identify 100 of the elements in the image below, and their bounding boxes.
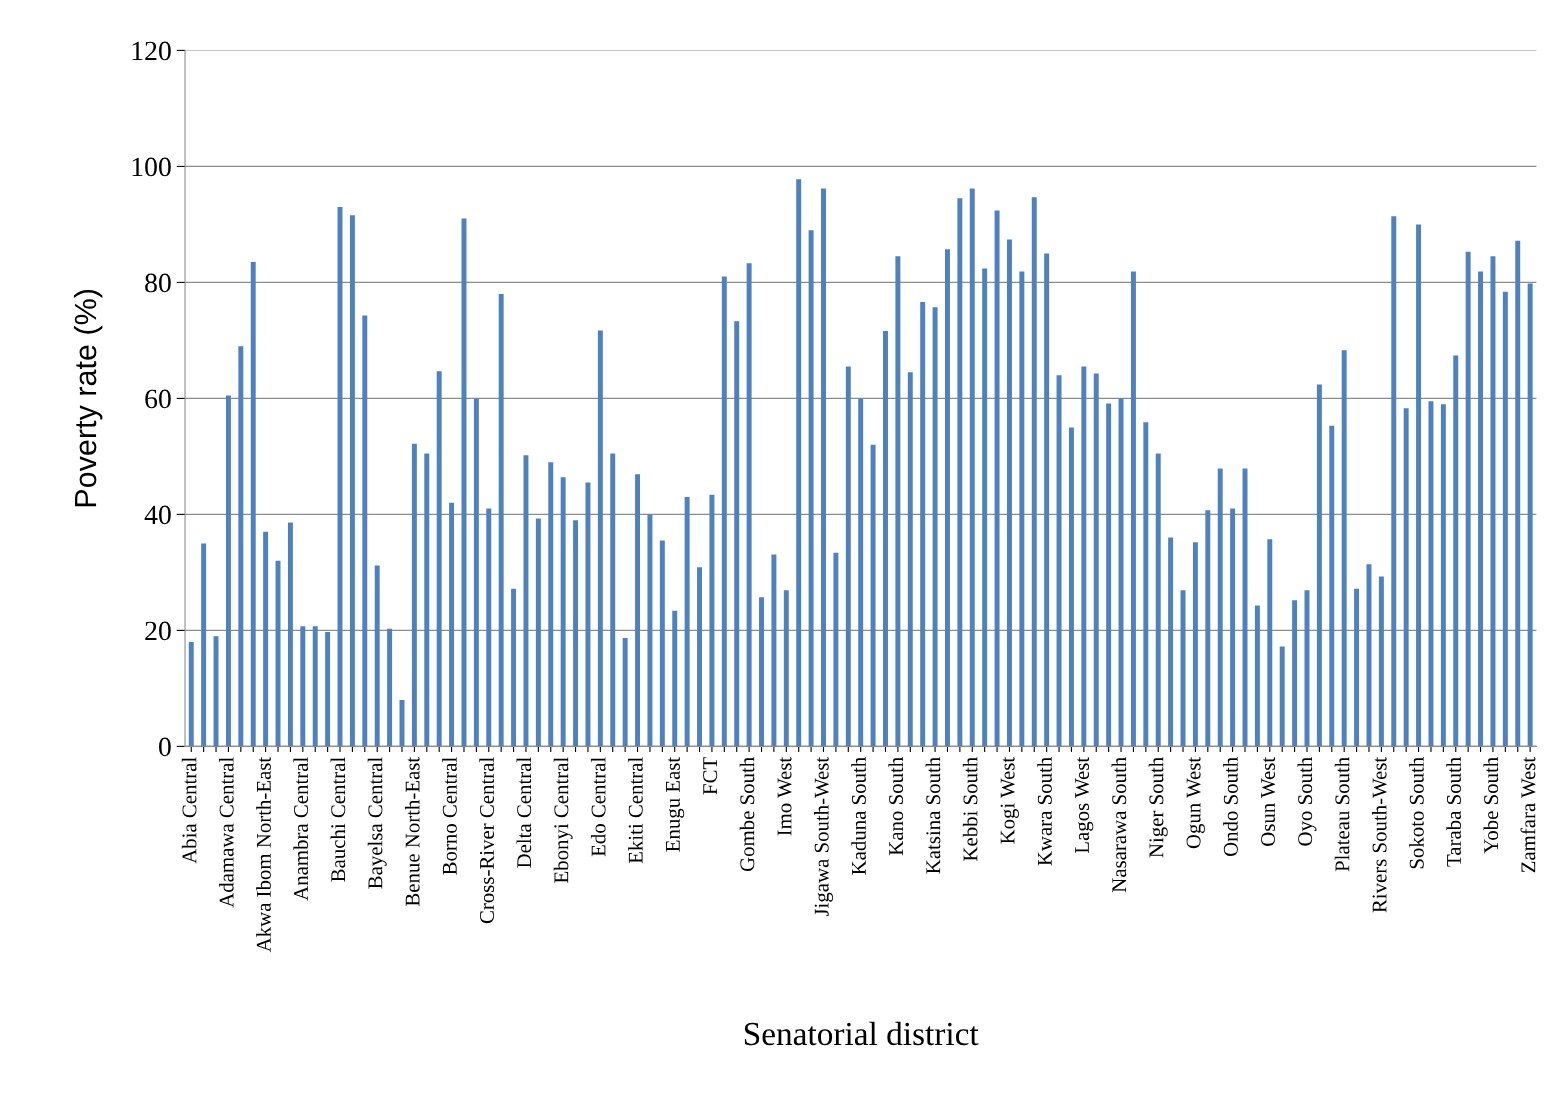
- x-axis-title: Senatorial district: [744, 1021, 979, 1046]
- y-tick-label: 120: [132, 41, 171, 61]
- bar: [721, 276, 727, 747]
- bar: [821, 188, 826, 747]
- bar: [188, 641, 194, 747]
- bar: [994, 210, 1000, 747]
- x-tick-label: Katsina South: [925, 757, 941, 874]
- bar: [1019, 271, 1025, 747]
- bar: [895, 256, 901, 747]
- bar: [1403, 408, 1409, 747]
- x-tick-label: Ondo South: [1223, 757, 1238, 857]
- bar: [870, 444, 876, 747]
- x-tick-label: Borno Central: [442, 757, 457, 875]
- x-tick-label: Sokoto South: [1409, 757, 1424, 869]
- bar: [622, 637, 628, 747]
- x-tick-label: Oyo South: [1297, 757, 1317, 846]
- bar: [349, 215, 355, 747]
- y-tick-label: 100: [132, 157, 171, 177]
- x-tick-label: Rivers South-West: [1371, 756, 1387, 913]
- x-tick-label: Kano South: [888, 757, 904, 856]
- bar: [684, 496, 690, 747]
- bar: [734, 321, 740, 747]
- bar: [238, 346, 244, 747]
- x-tick-label: Zamfara West: [1520, 756, 1536, 873]
- bar: [287, 522, 293, 747]
- bar: [374, 565, 380, 747]
- bar: [225, 395, 231, 747]
- bar: [511, 588, 517, 747]
- bar: [1341, 350, 1347, 747]
- bar: [610, 453, 616, 747]
- bar: [1478, 271, 1484, 747]
- bar: [1217, 468, 1223, 747]
- bar: [560, 477, 566, 747]
- x-tick-label: Osun West: [1261, 756, 1276, 846]
- bar: [548, 462, 554, 747]
- bar: [647, 514, 653, 747]
- bar: [771, 554, 777, 747]
- bar: [201, 543, 207, 747]
- bar: [1465, 251, 1471, 747]
- bar: [1254, 605, 1260, 747]
- x-tick-label: Niger South: [1148, 757, 1168, 858]
- bar: [672, 610, 678, 747]
- x-tick-label: Nasarawa South: [1111, 757, 1127, 893]
- bar: [275, 560, 281, 747]
- bar: [312, 626, 318, 747]
- y-tick-label: 40: [144, 505, 171, 525]
- x-tick-label: Lagos West: [1075, 756, 1094, 854]
- bar: [362, 315, 368, 747]
- bar: [920, 302, 926, 747]
- bar: [957, 198, 963, 747]
- x-tick-label: Taraba South: [1446, 757, 1461, 867]
- y-axis-title: Poverty rate (%): [73, 289, 103, 507]
- bar: [436, 371, 442, 747]
- y-tick-label: 60: [145, 389, 171, 409]
- bar: [1031, 197, 1037, 747]
- x-tick-label: Plateau South: [1334, 757, 1350, 872]
- bar: [1205, 510, 1211, 747]
- bar: [759, 597, 764, 747]
- x-tick-label: Akwa Ibom North-East: [256, 756, 271, 953]
- y-tick-label: 0: [159, 737, 171, 757]
- bar: [250, 262, 256, 747]
- bar: [883, 331, 888, 747]
- bar: [845, 366, 851, 747]
- bar: [387, 628, 393, 747]
- bar: [449, 502, 455, 747]
- bar: [1490, 256, 1496, 747]
- bar: [585, 482, 591, 747]
- x-tick-label: Kaduna South: [851, 757, 866, 875]
- x-tick-label: Gombe South: [739, 757, 755, 872]
- bar: [1329, 425, 1335, 747]
- x-tick-label: Yobe South: [1483, 757, 1499, 854]
- bar: [709, 494, 715, 747]
- bar: [635, 474, 641, 747]
- bar: [1081, 366, 1087, 747]
- bar: [573, 520, 579, 747]
- bar: [411, 443, 417, 747]
- bar: [1068, 427, 1074, 747]
- x-tick-label: Edo Central: [590, 757, 606, 857]
- bar: [833, 552, 839, 747]
- y-tick-label: 20: [145, 621, 171, 641]
- x-tick-label: Imo West: [777, 756, 792, 836]
- x-tick-label: Enugu East: [666, 756, 685, 852]
- bar: [1366, 564, 1372, 747]
- x-tick-label: Kogi West: [1000, 756, 1019, 844]
- bar: [1168, 537, 1174, 747]
- bar: [1130, 271, 1136, 747]
- x-tick-label: Kwara South: [1037, 757, 1052, 866]
- bar: [982, 268, 988, 747]
- bar: [1118, 398, 1124, 747]
- bar: [597, 330, 603, 747]
- bar: [659, 540, 665, 747]
- x-tick-label: Jigawa South-West: [814, 756, 833, 917]
- bar: [1354, 588, 1360, 747]
- bar: [1006, 239, 1012, 747]
- bar: [1267, 539, 1273, 747]
- bar: [300, 626, 306, 747]
- bar: [1527, 283, 1533, 747]
- bar: [783, 590, 789, 747]
- bar: [1056, 375, 1062, 747]
- bar: [858, 398, 864, 747]
